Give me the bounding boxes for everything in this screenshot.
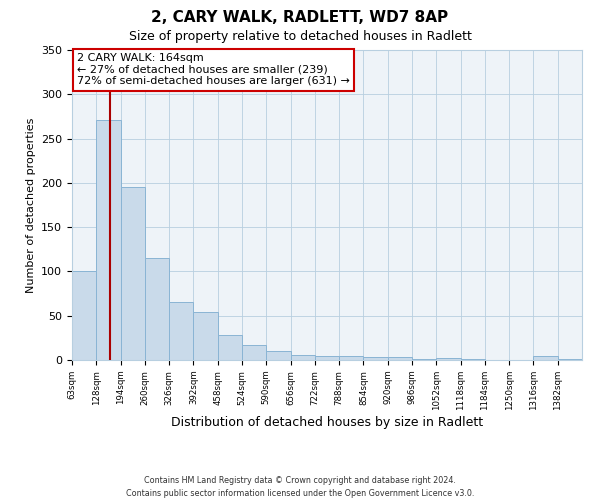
Bar bbox=[96, 120, 121, 360]
Bar bbox=[193, 312, 218, 360]
Bar bbox=[290, 354, 315, 360]
Bar bbox=[558, 359, 582, 360]
Bar bbox=[169, 302, 193, 360]
Bar bbox=[72, 272, 96, 360]
Bar bbox=[412, 359, 436, 360]
Bar bbox=[242, 345, 266, 360]
Bar bbox=[315, 356, 339, 360]
Bar bbox=[388, 358, 412, 360]
X-axis label: Distribution of detached houses by size in Radlett: Distribution of detached houses by size … bbox=[171, 416, 483, 428]
Bar bbox=[121, 188, 145, 360]
Bar bbox=[461, 359, 485, 360]
Bar bbox=[218, 335, 242, 360]
Bar bbox=[339, 356, 364, 360]
Text: Contains HM Land Registry data © Crown copyright and database right 2024.
Contai: Contains HM Land Registry data © Crown c… bbox=[126, 476, 474, 498]
Text: Size of property relative to detached houses in Radlett: Size of property relative to detached ho… bbox=[128, 30, 472, 43]
Text: 2, CARY WALK, RADLETT, WD7 8AP: 2, CARY WALK, RADLETT, WD7 8AP bbox=[151, 10, 449, 25]
Bar bbox=[436, 358, 461, 360]
Bar bbox=[364, 358, 388, 360]
Text: 2 CARY WALK: 164sqm
← 27% of detached houses are smaller (239)
72% of semi-detac: 2 CARY WALK: 164sqm ← 27% of detached ho… bbox=[77, 53, 350, 86]
Bar bbox=[145, 258, 169, 360]
Bar bbox=[533, 356, 558, 360]
Bar bbox=[266, 351, 290, 360]
Y-axis label: Number of detached properties: Number of detached properties bbox=[26, 118, 35, 292]
